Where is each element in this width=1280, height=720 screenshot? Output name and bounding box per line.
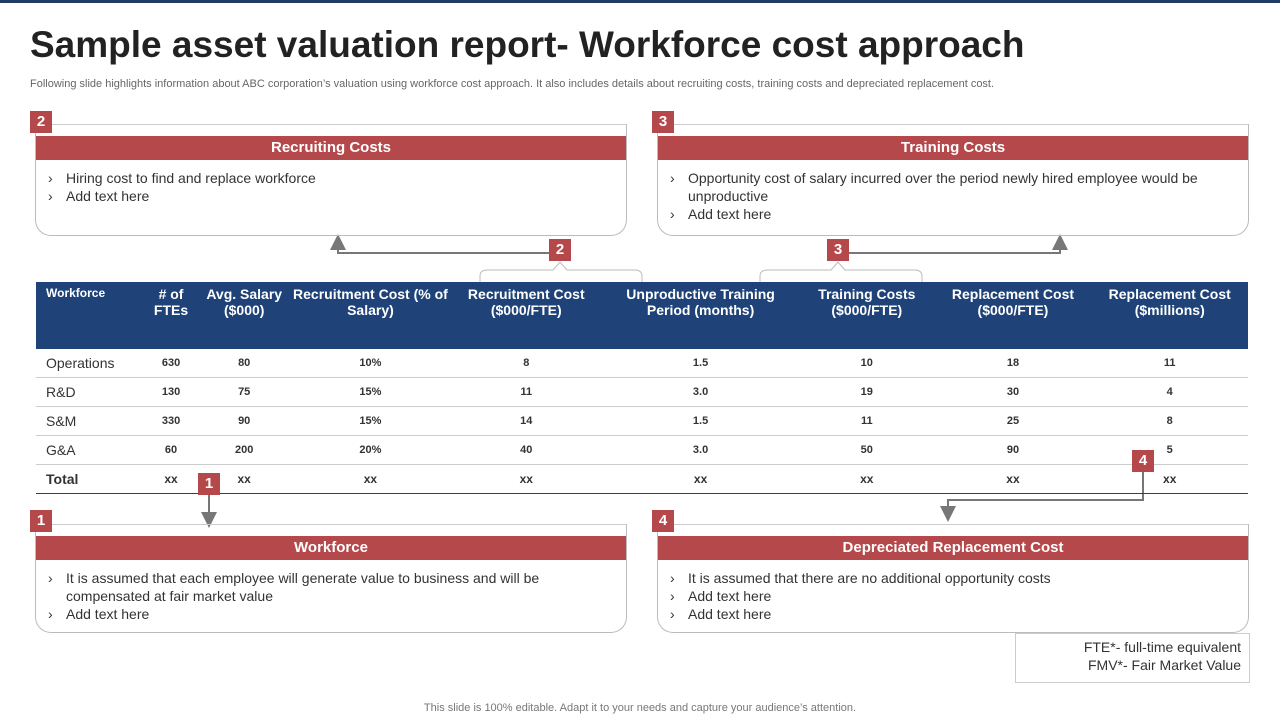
bullet: Opportunity cost of salary incurred over… [670, 169, 1208, 205]
table-cell: 10% [290, 349, 451, 378]
table-cell: 330 [144, 406, 199, 436]
footer: This slide is 100% editable. Adapt it to… [423, 702, 857, 714]
bullet: Add text here [670, 587, 1208, 605]
table-row: S&M 330 90 15% 14 1.5 11 25 8 [36, 406, 1248, 436]
badge: 1 [30, 510, 52, 532]
column-header: # of FTEs [144, 282, 199, 349]
column-header: Replacement Cost ($000/FTE) [934, 282, 1092, 349]
table-cell: G&A [36, 435, 144, 465]
title: Sample asset valuation report- Workforce… [30, 24, 1025, 65]
table-cell: 130 [144, 377, 199, 407]
bullet: Add text here [48, 605, 586, 623]
badge: 2 [30, 111, 52, 133]
table-cell: 14 [450, 406, 603, 436]
badge: 4 [1132, 450, 1154, 472]
table-cell: 10 [799, 349, 935, 378]
table-cell: 80 [198, 349, 291, 378]
table-cell: 19 [799, 377, 935, 407]
table-cell: 90 [934, 435, 1092, 465]
table-cell: 50 [799, 435, 935, 465]
box-heading: Depreciated Replacement Cost [658, 536, 1248, 560]
column-header: Recruitment Cost ($000/FTE) [450, 282, 603, 349]
bullet: Hiring cost to find and replace workforc… [48, 169, 586, 187]
table-cell: 15% [290, 377, 451, 407]
badge: 4 [652, 510, 674, 532]
table-cell: 8 [1091, 406, 1248, 436]
badge: 1 [198, 473, 220, 495]
table-cell: xx [290, 464, 451, 494]
table-cell: xx [144, 464, 199, 494]
table-cell: 8 [450, 349, 603, 378]
bullet: Add text here [670, 605, 1208, 623]
table: Workforce # of FTEs Avg. Salary ($000) Recr… [36, 282, 1248, 494]
table-cell: 11 [450, 377, 603, 407]
table-cell: 3.0 [602, 377, 800, 407]
table-cell: 25 [934, 406, 1092, 436]
table-cell: xx [799, 464, 935, 494]
column-header: Unproductive Training Period (months) [602, 282, 800, 349]
table-cell: 200 [198, 435, 291, 465]
column-header: Training Costs ($000/FTE) [799, 282, 935, 349]
table-cell: 40 [450, 435, 603, 465]
table-cell: xx [934, 464, 1092, 494]
badge: 3 [652, 111, 674, 133]
table-cell: 11 [1091, 349, 1248, 378]
table-cell: 1.5 [602, 406, 800, 436]
table-row: R&D 130 75 15% 11 3.0 19 30 4 [36, 377, 1248, 407]
table-row: G&A 60 200 20% 40 3.0 50 90 5 [36, 435, 1248, 465]
table-cell: S&M [36, 406, 144, 436]
box: Recruiting Costs Hiring cost to find and … [35, 124, 627, 236]
table-cell: 60 [144, 435, 199, 465]
table-cell: xx [450, 464, 603, 494]
bullet: It is assumed that there are no addition… [670, 569, 1208, 587]
table-cell: 90 [198, 406, 291, 436]
table-cell: 630 [144, 349, 199, 378]
note: FMV*- Fair Market Value [1088, 657, 1241, 673]
table-row: Operations 630 80 10% 8 1.5 10 18 11 [36, 349, 1248, 378]
top-line [0, 0, 1280, 3]
table-cell: xx [602, 464, 800, 494]
table-cell: 4 [1091, 377, 1248, 407]
table-cell: 30 [934, 377, 1092, 407]
box: Training Costs Opportunity cost of salary… [657, 124, 1249, 236]
column-header: Replacement Cost ($millions) [1091, 282, 1248, 349]
table-row: Total xx xx xx xx xx xx xx xx [36, 464, 1248, 494]
bullet: It is assumed that each employee will ge… [48, 569, 586, 605]
column-header: Avg. Salary ($000) [198, 282, 291, 349]
table-cell: 1.5 [602, 349, 800, 378]
box-heading: Workforce [36, 536, 626, 560]
table-cell: 11 [799, 406, 935, 436]
table-cell: xx [1091, 464, 1248, 494]
table-cell: Total [36, 464, 144, 494]
table-cell: Operations [36, 349, 144, 378]
table-cell: 5 [1091, 435, 1248, 465]
subtitle: Following slide highlights information a… [30, 78, 995, 90]
table-cell: R&D [36, 377, 144, 407]
table-cell: 20% [290, 435, 451, 465]
note: FTE*- full-time equivalent [1083, 639, 1241, 655]
table-cell: 75 [198, 377, 291, 407]
notes: FTE*- full-time equivalent FMV*- Fair Mar… [1015, 633, 1250, 683]
column-header: Recruitment Cost (% of Salary) [290, 282, 451, 349]
column-header: Workforce [36, 282, 144, 349]
bullet: Add text here [48, 187, 586, 205]
box: Workforce It is assumed that each employe… [35, 524, 627, 633]
badge: 3 [827, 239, 849, 261]
bullet: Add text here [670, 205, 1208, 223]
table-cell: 3.0 [602, 435, 800, 465]
box-heading: Training Costs [658, 136, 1248, 160]
box: Depreciated Replacement Cost It is assume… [657, 524, 1249, 633]
table-cell: 18 [934, 349, 1092, 378]
table-cell: 15% [290, 406, 451, 436]
badge: 2 [549, 239, 571, 261]
box-heading: Recruiting Costs [36, 136, 626, 160]
